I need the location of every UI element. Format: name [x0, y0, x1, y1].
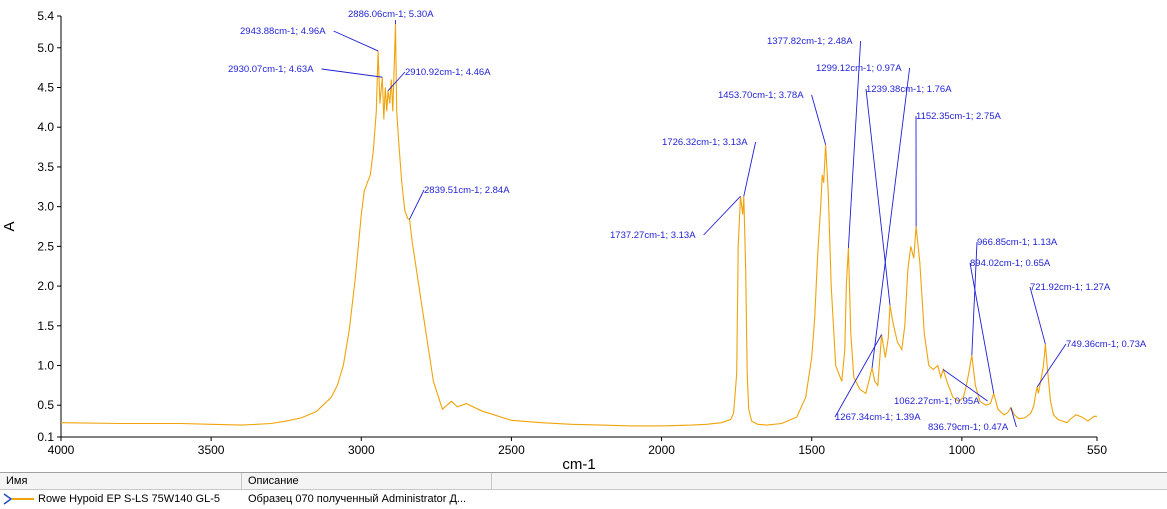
peak-annotation-label[interactable]: 1737.27cm-1; 3.13A — [610, 230, 696, 241]
annotation-connector — [812, 95, 826, 145]
annotation-connector — [409, 190, 424, 219]
peak-annotation-label[interactable]: 2839.51cm-1; 2.84A — [424, 185, 510, 196]
x-tick-label: 4000 — [48, 443, 75, 457]
column-header-empty — [492, 473, 1167, 490]
annotation-connector — [334, 31, 379, 51]
y-tick-label: 1.5 — [37, 319, 54, 333]
series-description-cell: Образец 070 полученный Administrator Д..… — [248, 491, 488, 508]
column-header-description[interactable]: Описание — [242, 473, 492, 490]
y-tick-label: 3.0 — [37, 200, 54, 214]
peak-annotation-label[interactable]: 749.36cm-1; 0.73A — [1066, 339, 1147, 350]
peak-annotation-label[interactable]: 1377.82cm-1; 2.48A — [767, 36, 853, 47]
peak-annotation-label[interactable]: 721.92cm-1; 1.27A — [1030, 282, 1111, 293]
peak-annotation-label[interactable]: 1267.34cm-1; 1.39A — [835, 412, 921, 423]
y-tick-label: 4.0 — [37, 120, 54, 134]
annotation-connector — [322, 69, 383, 77]
peak-annotation-label[interactable]: 966.85cm-1; 1.13A — [977, 237, 1058, 248]
x-tick-label: 1500 — [798, 443, 825, 457]
x-tick-label: 2000 — [648, 443, 675, 457]
peak-annotation-label[interactable]: 1726.32cm-1; 3.13A — [662, 137, 748, 148]
y-tick-label: 2.5 — [37, 239, 54, 253]
peak-annotation-label[interactable]: 2910.92cm-1; 4.46A — [405, 67, 491, 78]
legend-table: Имя Описание Rowe Hypoid EP S-LS 75W140 … — [0, 472, 1167, 509]
y-tick-label: 5.4 — [37, 9, 54, 23]
annotation-connector — [1037, 344, 1066, 387]
x-tick-label: 2500 — [498, 443, 525, 457]
annotation-connector — [704, 196, 741, 235]
annotation-connector — [866, 89, 890, 305]
y-tick-label: 4.5 — [37, 80, 54, 94]
peak-annotation-label[interactable]: 1299.12cm-1; 0.97A — [816, 63, 902, 74]
series-name-cell: Rowe Hypoid EP S-LS 75W140 GL-5 — [38, 491, 240, 508]
y-tick-label: 0.5 — [37, 398, 54, 412]
spectrum-chart[interactable]: 4000 3500 3000 2500 2000 1500 1000 550 5.4 5.0 4.5… — [0, 0, 1167, 472]
peak-annotation-label[interactable]: 1152.35cm-1; 2.75A — [916, 111, 1002, 122]
peak-annotation-label[interactable]: 894.02cm-1; 0.65A — [970, 258, 1051, 269]
series-color-swatch — [12, 498, 34, 500]
peak-annotation-label[interactable]: 2886.06cm-1; 5.30A — [348, 9, 434, 20]
peak-annotation-label[interactable]: 1453.70cm-1; 3.78A — [718, 90, 804, 101]
column-header-name-label: Имя — [6, 475, 27, 487]
peak-annotation-label[interactable]: 1239.38cm-1; 1.76A — [866, 84, 952, 95]
peak-annotation-label[interactable]: 2930.07cm-1; 4.63A — [228, 64, 314, 75]
x-tick-label: 3000 — [348, 443, 375, 457]
annotation-connector — [872, 68, 910, 368]
y-tick-label: 2.0 — [37, 279, 54, 293]
x-axis-title: cm-1 — [562, 456, 595, 472]
x-tick-label: 3500 — [198, 443, 225, 457]
column-header-name[interactable]: Имя — [0, 473, 242, 490]
y-tick-label: 5.0 — [37, 41, 54, 55]
y-tick-label: 3.5 — [37, 160, 54, 174]
annotation-connector — [1011, 408, 1017, 427]
peak-annotation-label[interactable]: 2943.88cm-1; 4.96A — [240, 26, 326, 37]
y-tick-label: 1.0 — [37, 359, 54, 373]
x-tick-label: 1000 — [949, 443, 976, 457]
chart-canvas[interactable]: 4000 3500 3000 2500 2000 1500 1000 550 5.4 5.0 4.5… — [0, 0, 1167, 472]
peak-annotation-label[interactable]: 836.79cm-1; 0.47A — [928, 422, 1009, 433]
table-row[interactable]: Rowe Hypoid EP S-LS 75W140 GL-5 Образец … — [0, 491, 1167, 509]
annotation-connector — [744, 142, 756, 196]
column-header-description-label: Описание — [248, 475, 299, 487]
annotation-connector — [1030, 287, 1045, 344]
y-axis-title: A — [1, 221, 18, 231]
y-tick-label: 0.1 — [37, 430, 54, 444]
x-tick-label: 550 — [1087, 443, 1107, 457]
peak-annotation-label[interactable]: 1062.27cm-1; 0.95A — [894, 396, 980, 407]
